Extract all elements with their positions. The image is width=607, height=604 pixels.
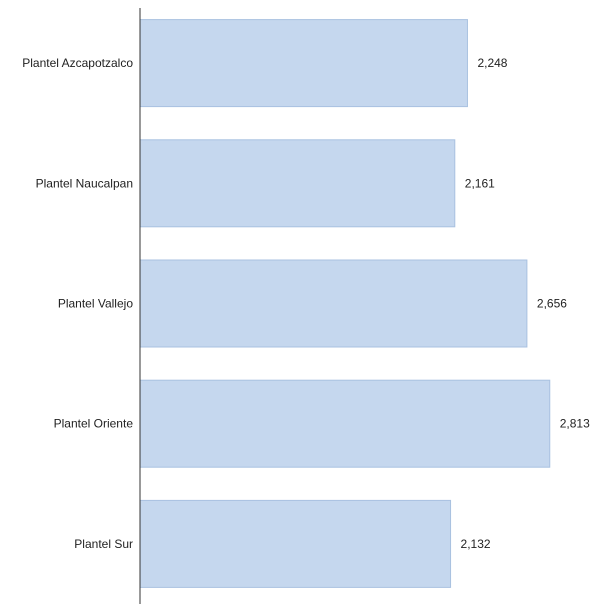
- bars-layer: [139, 19, 551, 588]
- bar-plantel-vallejo: [139, 259, 528, 348]
- bar-plantel-oriente: [139, 379, 551, 468]
- labels-layer: Plantel Azcapotzalco 2,248 Plantel Naucalp…: [22, 56, 590, 551]
- bar-plantel-sur: [139, 499, 452, 588]
- value-label-plantel-vallejo: 2,656: [537, 297, 567, 311]
- bar-plantel-azcapotzalco: [139, 19, 468, 108]
- category-label-plantel-vallejo: Plantel Vallejo: [58, 297, 133, 311]
- value-label-plantel-oriente: 2,813: [560, 417, 590, 431]
- value-label-plantel-azcapotzalco: 2,248: [477, 56, 507, 70]
- value-label-plantel-sur: 2,132: [461, 537, 491, 551]
- bar-plantel-naucalpan: [139, 139, 456, 228]
- category-label-plantel-naucalpan: Plantel Naucalpan: [36, 176, 133, 190]
- value-label-plantel-naucalpan: 2,161: [465, 176, 495, 190]
- category-label-plantel-sur: Plantel Sur: [74, 537, 133, 551]
- category-label-plantel-oriente: Plantel Oriente: [54, 417, 134, 431]
- category-label-plantel-azcapotzalco: Plantel Azcapotzalco: [22, 56, 133, 70]
